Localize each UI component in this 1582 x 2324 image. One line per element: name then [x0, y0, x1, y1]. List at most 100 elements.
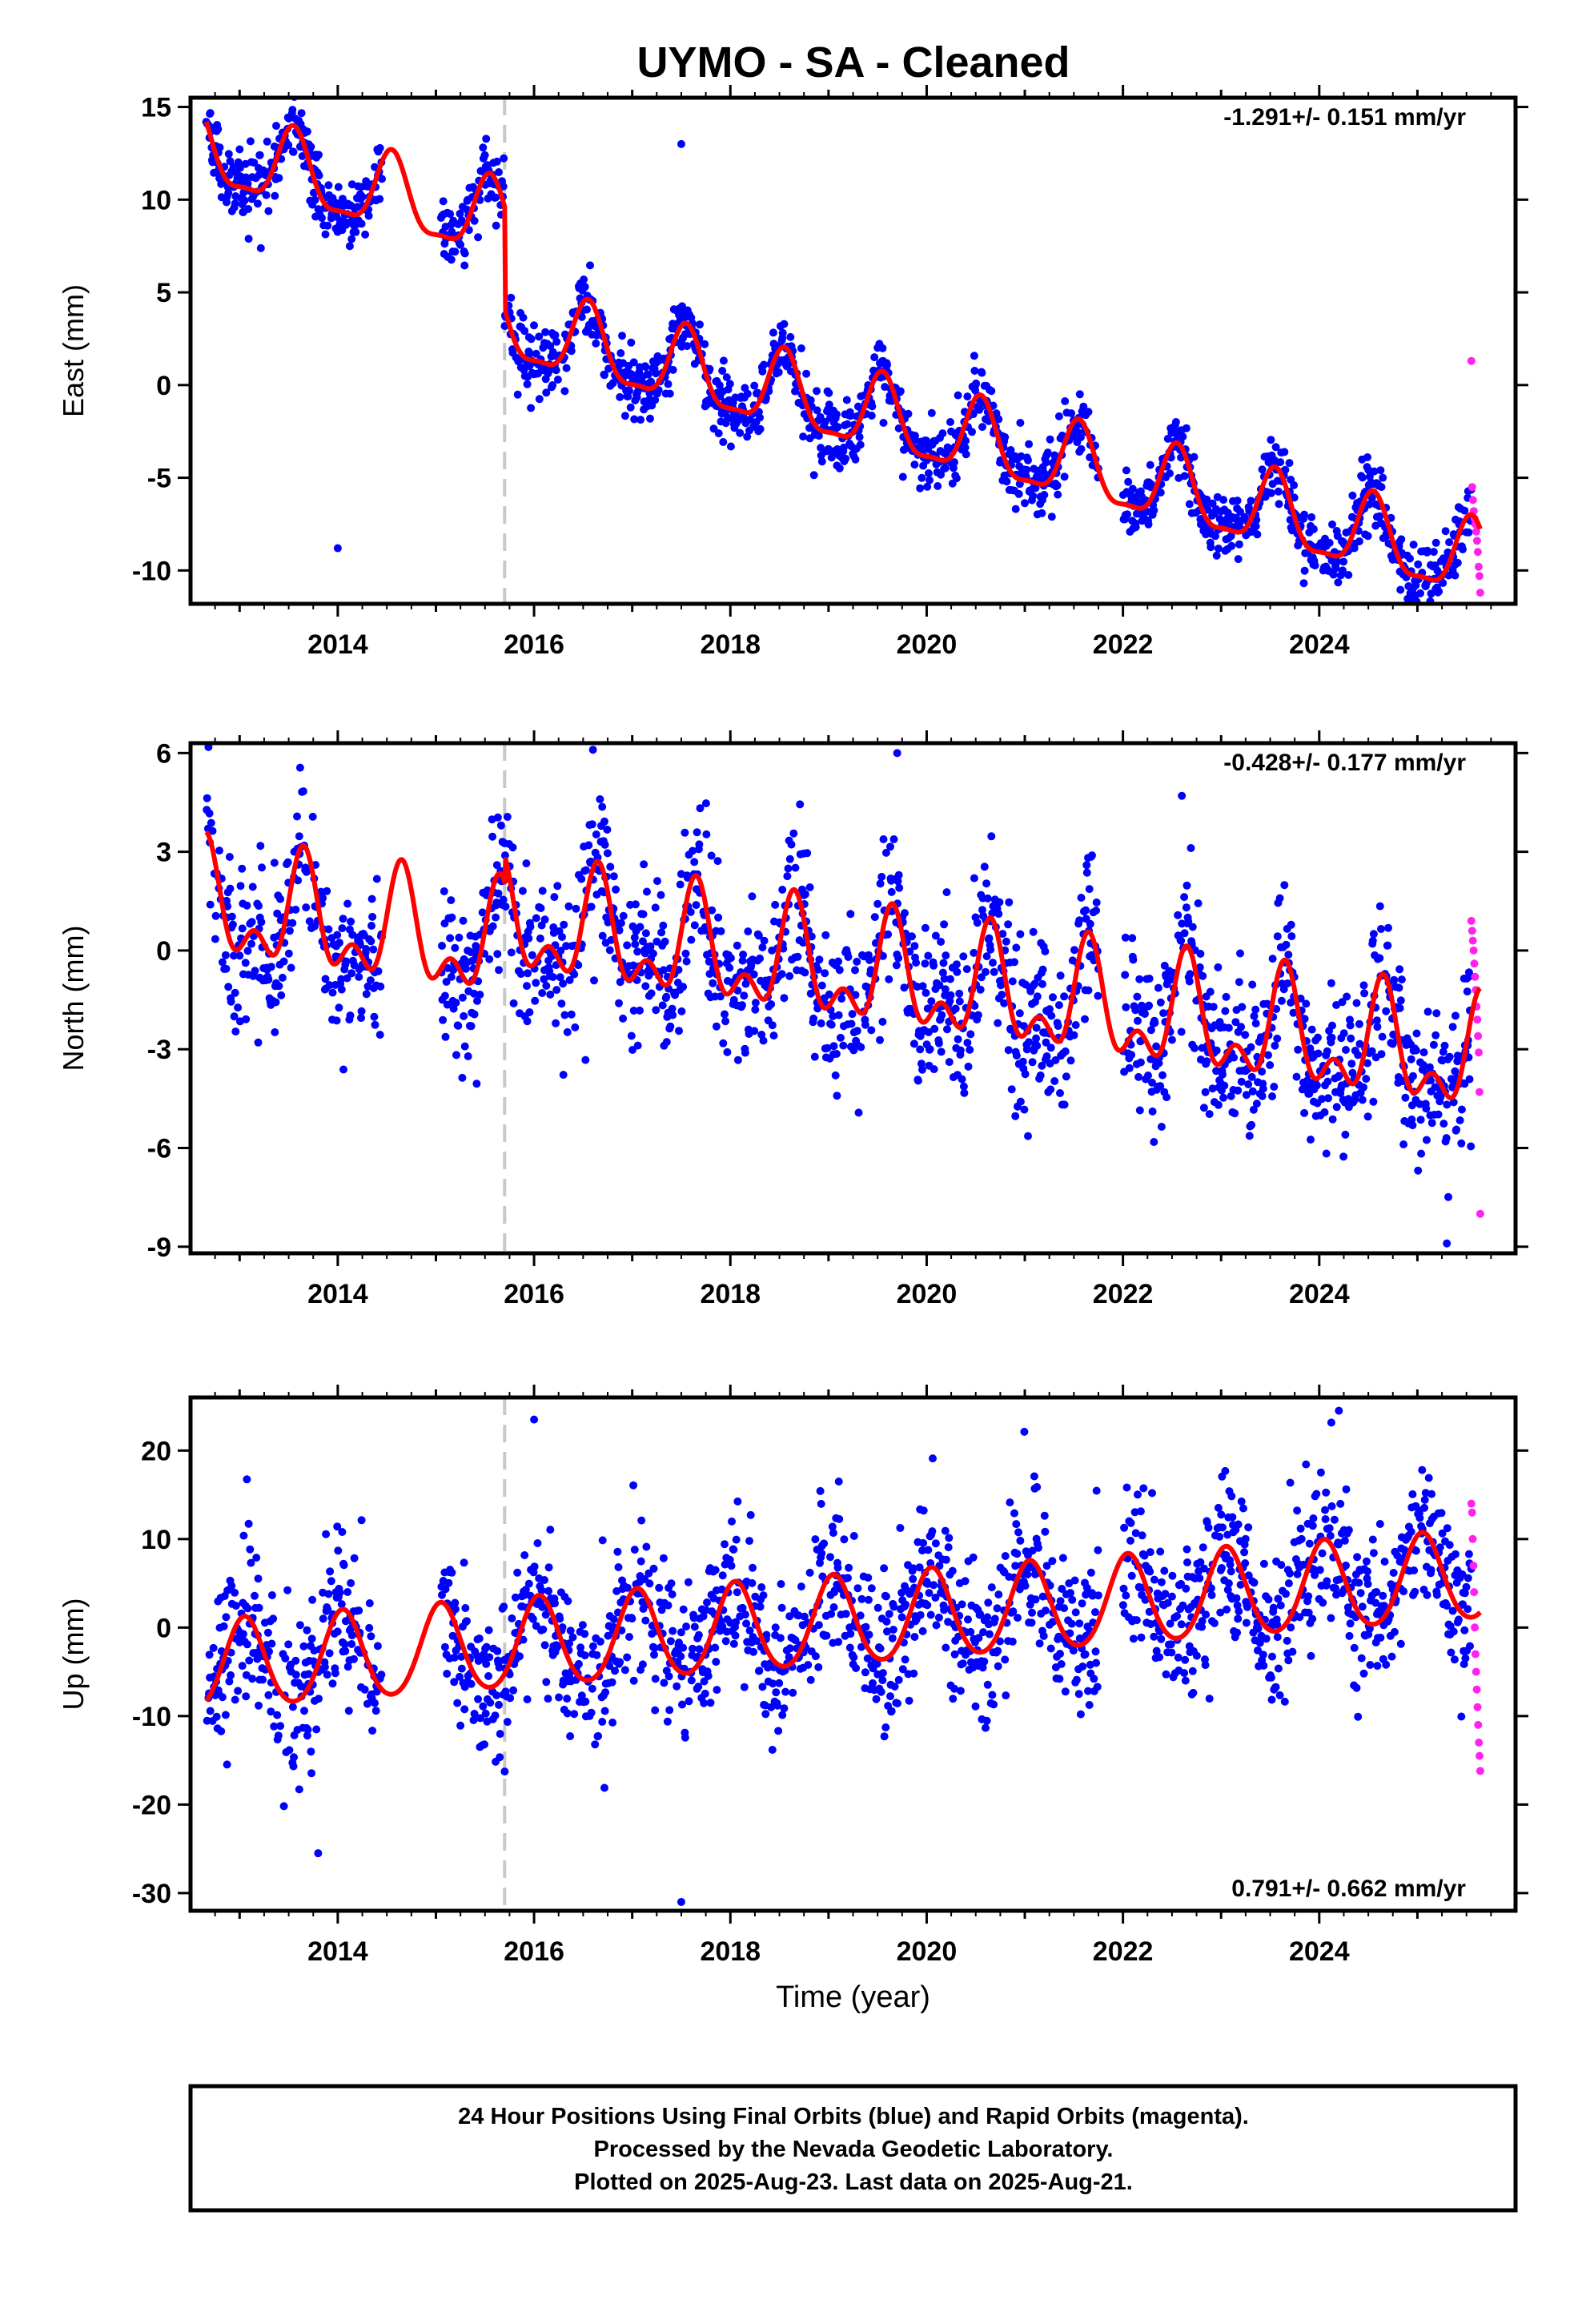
data-point: [749, 1563, 757, 1572]
data-point: [581, 1055, 590, 1064]
outlier-point: [588, 746, 597, 754]
data-point: [1287, 932, 1296, 941]
data-point: [1334, 578, 1343, 587]
data-point: [319, 1614, 327, 1623]
data-point: [1060, 1100, 1069, 1109]
data-point: [207, 818, 215, 827]
data-point: [449, 966, 458, 975]
data-point: [909, 1574, 917, 1583]
data-point: [1056, 1650, 1064, 1659]
data-point: [958, 1075, 966, 1084]
data-point: [289, 147, 298, 156]
data-point: [904, 409, 913, 418]
data-point: [962, 450, 970, 459]
data-point: [681, 828, 689, 837]
data-point: [628, 1046, 636, 1054]
data-point: [612, 885, 620, 894]
data-point: [839, 443, 848, 452]
data-point: [444, 1578, 453, 1587]
data-point: [1452, 1011, 1460, 1020]
data-point: [1145, 1001, 1154, 1010]
data-point: [288, 1703, 297, 1711]
data-point: [705, 364, 714, 373]
data-point: [1220, 1081, 1229, 1090]
data-point: [1339, 566, 1347, 575]
data-point: [1001, 1552, 1010, 1560]
data-point: [931, 931, 940, 940]
data-point: [1281, 465, 1290, 474]
data-point: [255, 1603, 263, 1612]
data-point: [488, 832, 497, 841]
data-point: [809, 471, 818, 480]
data-point: [834, 1638, 843, 1647]
data-point: [1406, 554, 1414, 563]
data-point: [978, 906, 986, 915]
data-point: [629, 1007, 638, 1015]
final-orbit-series: [202, 98, 1476, 604]
data-point: [1139, 1484, 1148, 1493]
data-point: [1091, 1647, 1100, 1656]
data-point: [1076, 433, 1085, 442]
data-point: [949, 464, 958, 472]
data-point: [897, 1613, 906, 1622]
data-point: [1137, 1633, 1146, 1642]
data-point: [1177, 1027, 1186, 1036]
data-point: [797, 344, 805, 352]
data-point: [1092, 907, 1101, 915]
data-point: [629, 1676, 638, 1685]
data-point: [1237, 1023, 1246, 1031]
data-point: [1092, 1659, 1101, 1667]
data-point: [630, 415, 639, 424]
data-point: [657, 928, 666, 937]
data-point: [721, 1017, 730, 1026]
data-point: [1060, 472, 1069, 481]
data-point: [1150, 1138, 1158, 1146]
data-point: [562, 942, 571, 951]
final-orbit-series: [203, 1406, 1476, 1906]
data-point: [1081, 1650, 1090, 1659]
data-point: [745, 1626, 754, 1635]
data-point: [1156, 1082, 1165, 1091]
data-point: [1158, 1071, 1166, 1080]
data-point: [633, 388, 642, 396]
data-point: [1029, 927, 1038, 936]
data-point: [519, 313, 528, 322]
data-point: [687, 935, 696, 944]
data-point: [263, 1628, 272, 1637]
data-point: [1311, 561, 1319, 570]
data-point: [1252, 1100, 1261, 1108]
data-point: [725, 380, 734, 388]
data-point: [531, 996, 540, 1005]
data-point: [917, 1059, 926, 1068]
rapid-orbit-series: [1467, 356, 1484, 597]
data-point: [451, 1605, 460, 1614]
data-point: [880, 1564, 889, 1573]
data-point: [209, 1643, 218, 1652]
data-point: [1007, 1085, 1016, 1094]
data-point: [563, 1027, 572, 1036]
data-point: [762, 1630, 771, 1639]
data-point: [1377, 925, 1385, 933]
data-point: [611, 1667, 619, 1675]
data-point: [535, 332, 544, 341]
data-point: [245, 1656, 254, 1665]
data-point: [367, 937, 375, 946]
data-point: [1042, 458, 1050, 467]
data-point: [328, 988, 337, 997]
data-point: [1274, 487, 1283, 496]
data-point: [1333, 557, 1342, 566]
data-point: [695, 1645, 704, 1654]
data-point: [711, 1643, 720, 1652]
data-point: [785, 1644, 794, 1653]
data-point: [846, 412, 855, 420]
data-point: [1327, 1033, 1336, 1042]
data-point: [759, 1036, 768, 1045]
data-point: [284, 141, 293, 150]
data-point: [845, 1643, 854, 1652]
data-point: [1016, 419, 1025, 427]
data-point: [520, 1551, 529, 1559]
data-point: [728, 1517, 736, 1526]
data-point: [1375, 902, 1384, 911]
data-point: [876, 1644, 885, 1653]
data-point: [905, 1590, 914, 1598]
